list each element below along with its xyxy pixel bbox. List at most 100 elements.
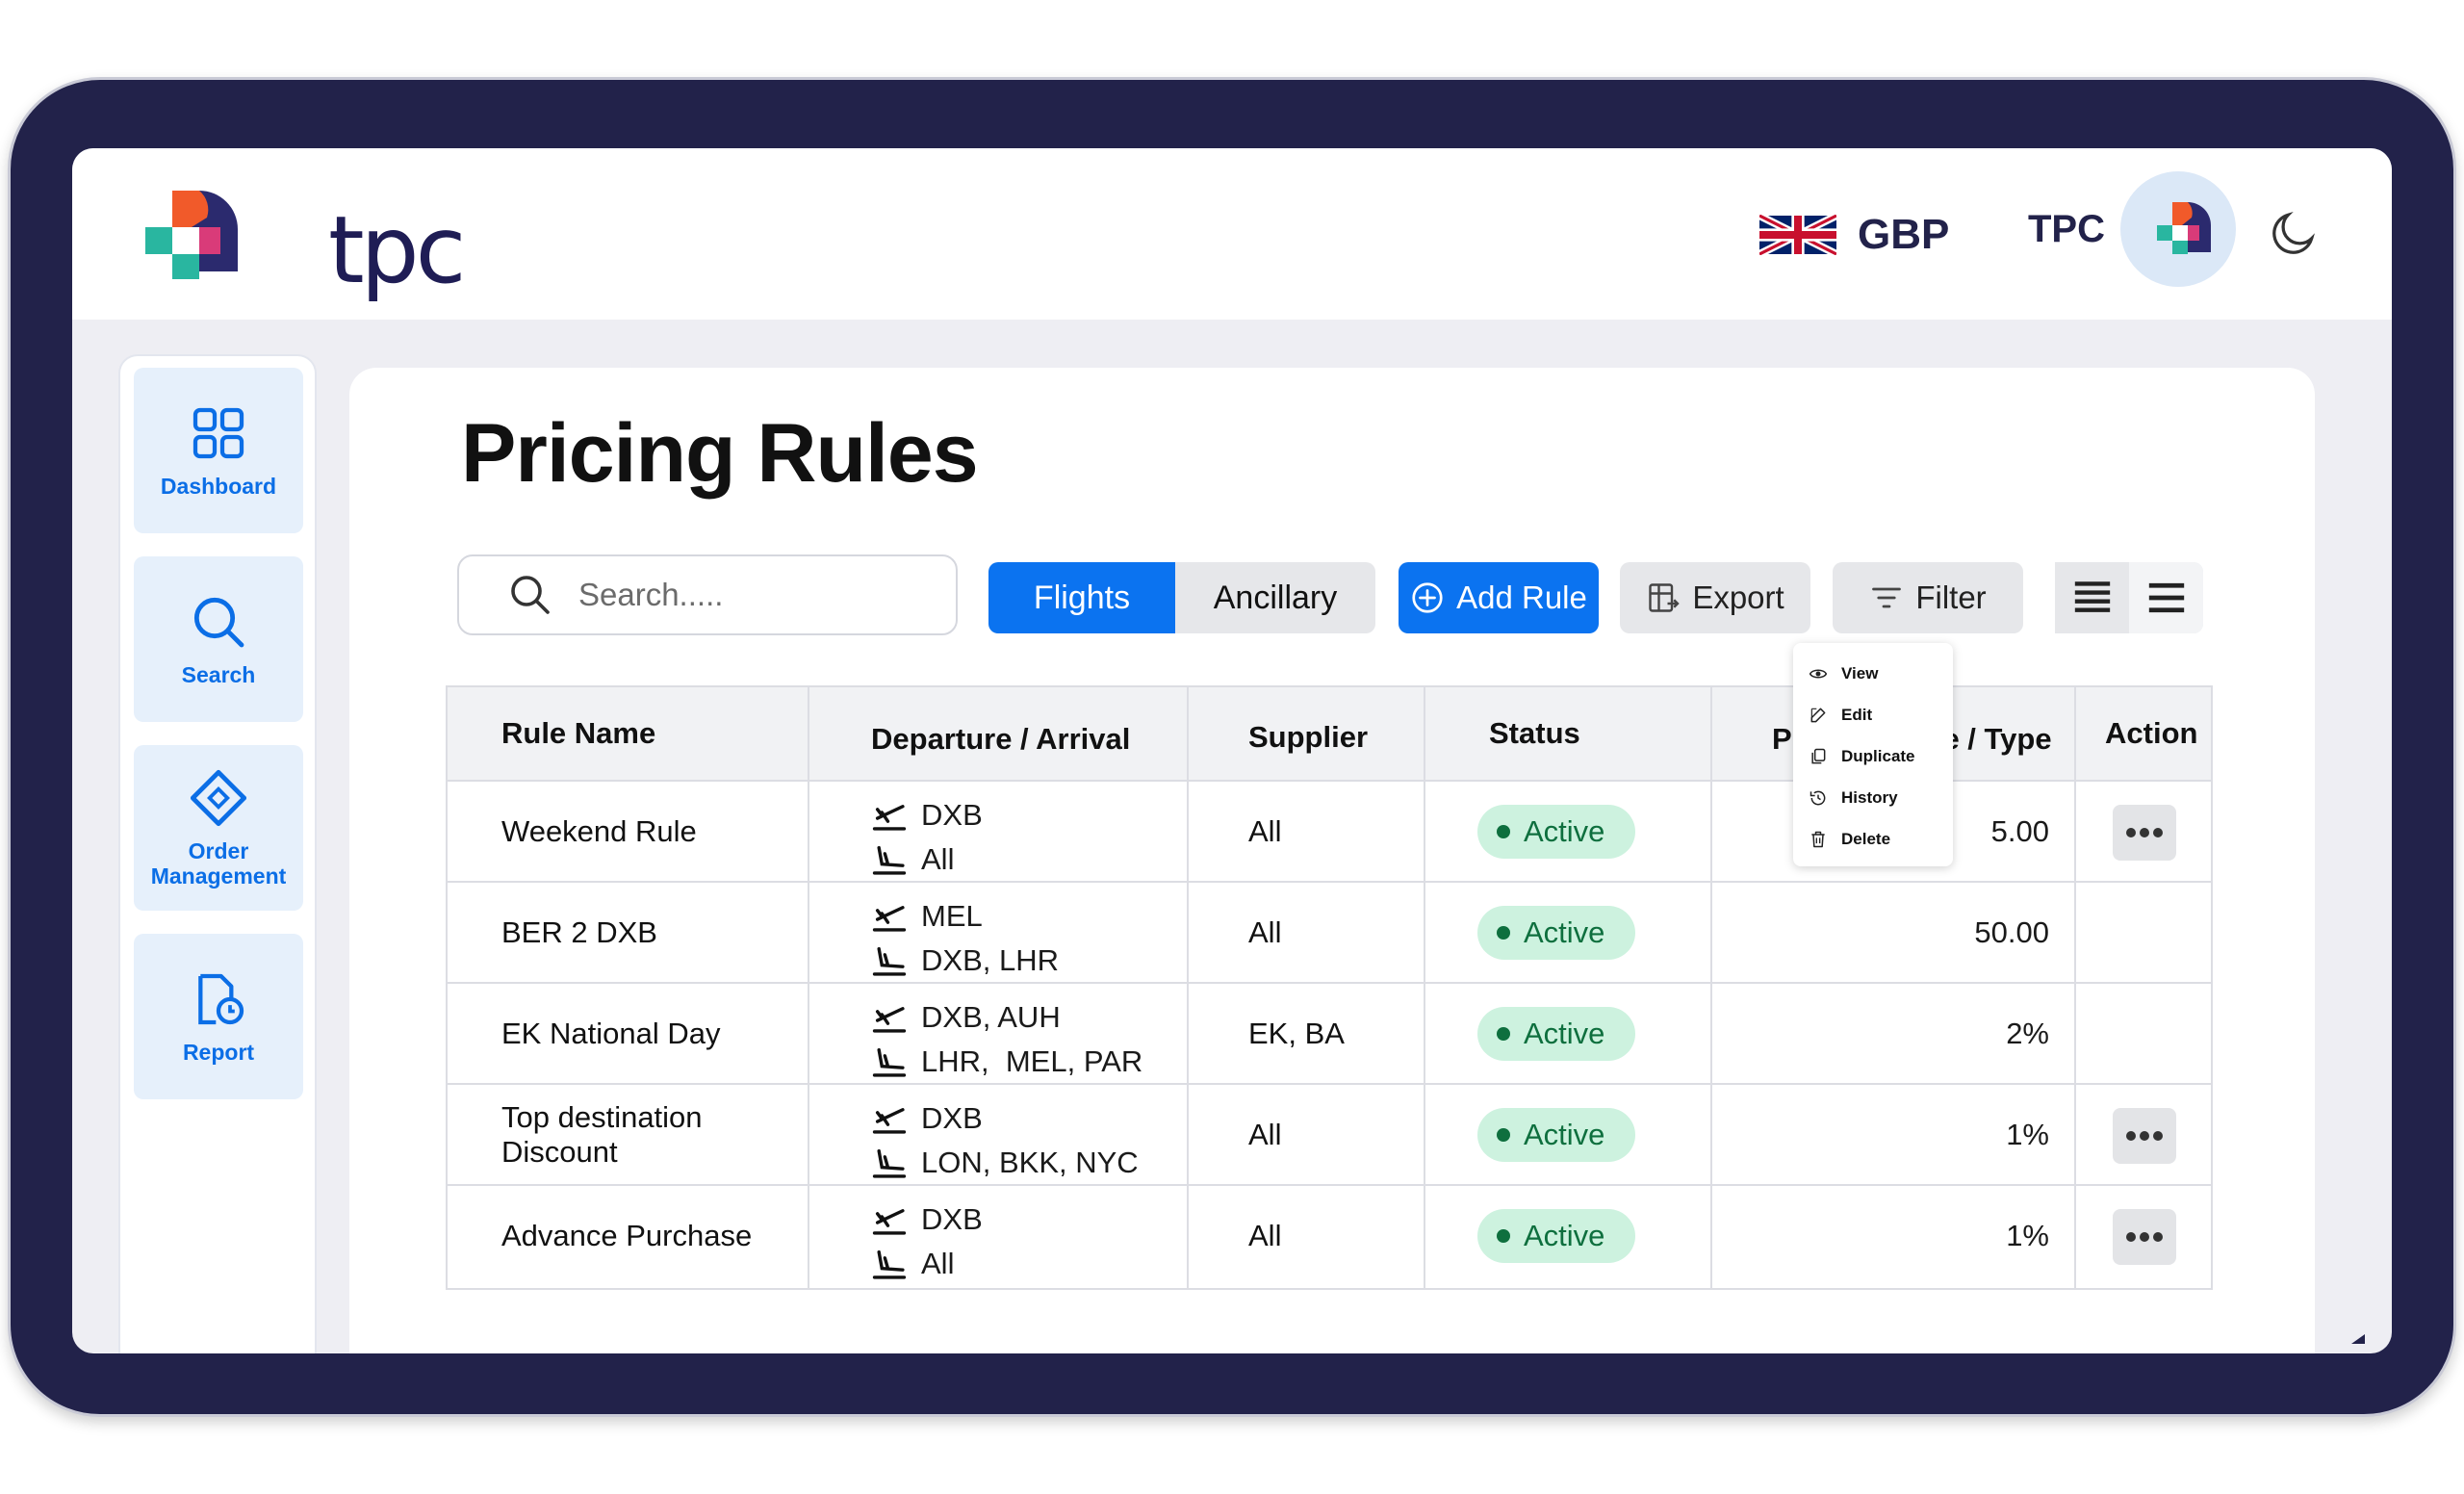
row-actions-button[interactable] bbox=[2113, 805, 2176, 861]
menu-label: Delete bbox=[1841, 830, 1891, 848]
row-actions-button[interactable] bbox=[2113, 1108, 2176, 1164]
header-action: Action bbox=[2105, 716, 2198, 750]
route-cell: DXB All bbox=[871, 793, 983, 882]
departure: DXB bbox=[921, 1101, 983, 1135]
table-row[interactable]: Top destination Discount DXB LON, BKK, N… bbox=[448, 1085, 2211, 1186]
status-label: Active bbox=[1524, 1017, 1605, 1050]
export-button[interactable]: Export bbox=[1620, 562, 1810, 633]
status-label: Active bbox=[1524, 1219, 1605, 1252]
menu-item-view[interactable]: View bbox=[1793, 655, 1953, 693]
supplier: All bbox=[1248, 813, 1282, 848]
moon-icon[interactable] bbox=[2267, 206, 2321, 260]
search-input[interactable] bbox=[577, 576, 927, 614]
currency-label: GBP bbox=[1858, 211, 1950, 258]
landing-icon bbox=[872, 1249, 907, 1279]
menu-item-duplicate[interactable]: Duplicate bbox=[1793, 737, 1953, 776]
status-label: Active bbox=[1524, 915, 1605, 949]
user-name[interactable]: TPC bbox=[2028, 208, 2105, 250]
pricing-value: 50.00 bbox=[1974, 914, 2049, 949]
sidebar-label-report: Report bbox=[182, 1040, 255, 1065]
menu-item-delete[interactable]: Delete bbox=[1793, 820, 1953, 859]
tab-flights[interactable]: Flights bbox=[988, 562, 1175, 633]
list-icon bbox=[2148, 582, 2184, 613]
top-bar: tpc GBP TPC bbox=[72, 148, 2392, 320]
pricing-value: 2% bbox=[2006, 1016, 2049, 1050]
search-box[interactable] bbox=[457, 554, 958, 635]
sidebar-item-search[interactable]: Search bbox=[134, 556, 303, 722]
duplicate-icon bbox=[1811, 748, 1826, 764]
arrival: LON, BKK, NYC bbox=[921, 1146, 1139, 1179]
arrival: DXB, LHR bbox=[921, 943, 1059, 977]
table-row[interactable]: EK National Day DXB, AUH LHR, MEL, PAR E… bbox=[448, 984, 2211, 1085]
sidebar-label-order-management: Order Management bbox=[150, 838, 287, 889]
status-badge: Active bbox=[1477, 1007, 1635, 1061]
header-rule-name[interactable]: Rule Name bbox=[501, 716, 656, 750]
list-view-button[interactable] bbox=[2129, 562, 2203, 633]
takeoff-icon bbox=[872, 805, 907, 831]
eye-icon bbox=[1809, 669, 1828, 679]
landing-icon bbox=[872, 1148, 907, 1178]
more-dots-icon bbox=[2126, 1131, 2163, 1141]
compact-list-icon bbox=[2074, 581, 2110, 612]
header-supplier[interactable]: Supplier bbox=[1248, 720, 1369, 754]
filter-icon bbox=[1872, 587, 1902, 608]
sidebar-item-dashboard[interactable]: Dashboard bbox=[134, 368, 303, 533]
avatar[interactable] bbox=[2120, 171, 2236, 287]
tpc-logo[interactable]: tpc bbox=[140, 183, 466, 296]
departure: MEL bbox=[921, 899, 983, 933]
resize-corner-icon bbox=[2351, 1334, 2365, 1344]
more-dots-icon bbox=[2126, 828, 2163, 837]
column-divider bbox=[1710, 687, 1712, 1290]
add-rule-button[interactable]: Add Rule bbox=[1399, 562, 1599, 633]
supplier: All bbox=[1248, 1218, 1282, 1252]
tab-ancillary[interactable]: Ancillary bbox=[1175, 562, 1375, 633]
table-row[interactable]: BER 2 DXB MEL DXB, LHR All Active 50.00 bbox=[448, 883, 2211, 984]
takeoff-icon bbox=[872, 906, 907, 932]
takeoff-icon bbox=[872, 1209, 907, 1235]
pricing-value: 1% bbox=[2006, 1117, 2049, 1151]
header-route[interactable]: Departure / Arrival bbox=[871, 722, 1131, 756]
rule-name: Top destination Discount bbox=[501, 1099, 703, 1169]
table-row[interactable]: Weekend Rule DXB All All Active 5.00 bbox=[448, 782, 2211, 883]
table-row[interactable]: Advance Purchase DXB All All Active 1% bbox=[448, 1186, 2211, 1287]
sidebar: Dashboard Search Order Management Repo bbox=[118, 354, 317, 1353]
compact-view-button[interactable] bbox=[2055, 562, 2129, 633]
rule-name: EK National Day bbox=[501, 1016, 721, 1050]
sidebar-item-order-management[interactable]: Order Management bbox=[134, 745, 303, 911]
report-clock-icon bbox=[198, 973, 244, 1025]
currency-selector[interactable]: GBP bbox=[1759, 206, 1949, 264]
page-title: Pricing Rules bbox=[461, 407, 979, 500]
menu-label: Edit bbox=[1841, 706, 1873, 724]
status-badge: Active bbox=[1477, 906, 1635, 960]
product-segment-control: Flights Ancillary bbox=[988, 562, 1375, 633]
row-actions-button[interactable] bbox=[2113, 1209, 2176, 1265]
status-badge: Active bbox=[1477, 805, 1635, 859]
uk-flag-icon bbox=[1759, 215, 1836, 255]
header-status[interactable]: Status bbox=[1489, 716, 1580, 750]
route-cell: DXB All bbox=[871, 1198, 983, 1286]
rule-name: Advance Purchase bbox=[501, 1218, 753, 1252]
ticket-icon bbox=[190, 769, 247, 827]
logo-mark-icon bbox=[145, 191, 238, 279]
history-icon bbox=[1810, 790, 1826, 806]
departure: DXB bbox=[921, 1202, 983, 1236]
view-toggle bbox=[2055, 562, 2203, 633]
sidebar-label-dashboard: Dashboard bbox=[160, 474, 277, 499]
menu-label: View bbox=[1841, 664, 1879, 683]
sidebar-item-report[interactable]: Report bbox=[134, 934, 303, 1099]
arrival: All bbox=[921, 1247, 955, 1280]
landing-icon bbox=[872, 1047, 907, 1077]
status-label: Active bbox=[1524, 814, 1605, 848]
filter-button[interactable]: Filter bbox=[1833, 562, 2023, 633]
menu-item-edit[interactable]: Edit bbox=[1793, 696, 1953, 734]
column-divider bbox=[1187, 687, 1189, 1290]
column-divider bbox=[2074, 687, 2076, 1290]
dashboard-grid-icon bbox=[192, 407, 244, 459]
status-label: Active bbox=[1524, 1118, 1605, 1151]
route-cell: DXB, AUH LHR, MEL, PAR bbox=[871, 995, 1142, 1084]
plus-circle-icon bbox=[1412, 582, 1443, 613]
landing-icon bbox=[872, 845, 907, 875]
export-table-icon bbox=[1649, 583, 1681, 612]
pricing-value: 1% bbox=[2006, 1218, 2049, 1252]
menu-item-history[interactable]: History bbox=[1793, 779, 1953, 817]
